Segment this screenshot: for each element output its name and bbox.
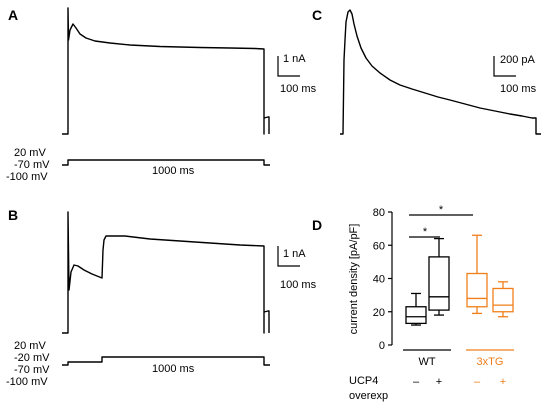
panel-b-current-trace xyxy=(62,211,270,334)
y-tick-label: 40 xyxy=(373,274,385,286)
panel-a-level-1: 20 mV xyxy=(14,147,46,159)
y-axis-ticks: 0 20 40 60 80 xyxy=(373,207,392,352)
group-labels: WT 3xTG xyxy=(403,349,514,368)
y-tick-label: 80 xyxy=(373,207,385,219)
panel-b-level-1: 20 mV xyxy=(14,340,46,352)
panel-b-duration: 1000 ms xyxy=(152,363,195,375)
row-label-ucp4: UCP4 xyxy=(349,375,378,387)
box-3xtg-plus xyxy=(492,281,514,318)
panel-label-c: C xyxy=(312,7,322,23)
panel-label-a: A xyxy=(8,7,18,23)
panel-a-duration: 1000 ms xyxy=(152,165,195,177)
panel-a-scale-bar: 1 nA 100 ms xyxy=(277,53,317,95)
panel-a-scale-current: 1 nA xyxy=(283,53,306,65)
panel-b-scale-bar: 1 nA 100 ms xyxy=(277,246,317,291)
panel-b-scale-time: 100 ms xyxy=(280,279,317,291)
group-label-wt: WT xyxy=(418,356,435,368)
panel-b-level-2: -20 mV xyxy=(14,352,50,364)
box-iqr xyxy=(428,256,450,311)
panel-a-voltage-protocol: 20 mV -70 mV -100 mV 1000 ms xyxy=(6,147,270,183)
panel-label-d: D xyxy=(312,217,322,233)
panel-b-scale-current: 1 nA xyxy=(283,248,306,260)
panel-c-current-trace xyxy=(340,9,541,135)
panel-a-current-trace xyxy=(62,7,270,135)
y-axis-label: current density [pA/pF] xyxy=(348,224,360,335)
panel-c-scale-bar: 200 pA 100 ms xyxy=(493,54,537,95)
panel-b-voltage-protocol: 20 mV -20 mV -70 mV -100 mV 1000 ms xyxy=(6,340,270,388)
y-tick-label: 0 xyxy=(379,340,385,352)
box-iqr xyxy=(405,306,427,325)
box-wt-plus xyxy=(428,237,450,316)
group-label-3xtg: 3xTG xyxy=(477,356,504,368)
row-label-overexp: overexp xyxy=(349,390,388,402)
significance-marker-2: * xyxy=(439,204,444,216)
box-3xtg-minus xyxy=(466,234,488,315)
panel-label-b: B xyxy=(8,207,18,223)
box-wt-minus xyxy=(405,292,427,326)
significance-brackets: * * xyxy=(409,204,473,238)
panel-a-level-3: -100 mV xyxy=(6,171,48,183)
y-tick-label: 20 xyxy=(373,307,385,319)
box-iqr xyxy=(466,272,488,308)
panel-a-level-2: -70 mV xyxy=(14,159,50,171)
panel-a-scale-time: 100 ms xyxy=(280,83,317,95)
y-tick-label: 60 xyxy=(373,240,385,252)
panel-c-scale-time: 100 ms xyxy=(500,83,537,95)
overexpression-row: UCP4 overexp – + – + xyxy=(349,375,506,402)
overexp-sign-wt-plus: + xyxy=(436,376,442,388)
box-plot-boxes xyxy=(405,234,514,326)
overexp-sign-wt-minus: – xyxy=(413,376,420,388)
panel-b-level-4: -100 mV xyxy=(6,376,48,388)
significance-marker-1: * xyxy=(423,226,428,238)
overexp-sign-3xtg-minus: – xyxy=(474,376,481,388)
box-iqr xyxy=(492,287,514,313)
panel-b-level-3: -70 mV xyxy=(14,364,50,376)
overexp-sign-3xtg-plus: + xyxy=(500,376,506,388)
panel-c-scale-current: 200 pA xyxy=(500,54,536,66)
